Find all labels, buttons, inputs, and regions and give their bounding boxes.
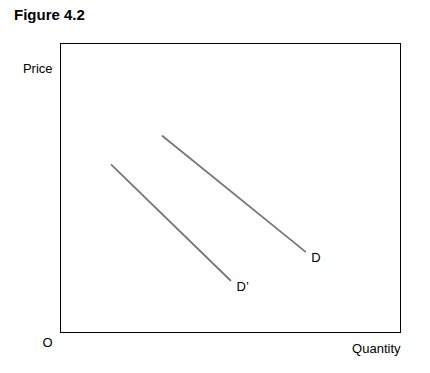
html-text:Figure 4.2: Figure 4.2 (14, 6, 85, 23)
svg-text:D’: D’ (237, 279, 249, 294)
svg-text:D: D (311, 250, 320, 265)
svg-text:Quantity: Quantity (352, 341, 401, 356)
svg-text:Price: Price (23, 61, 53, 76)
svg-text:O: O (42, 335, 52, 350)
